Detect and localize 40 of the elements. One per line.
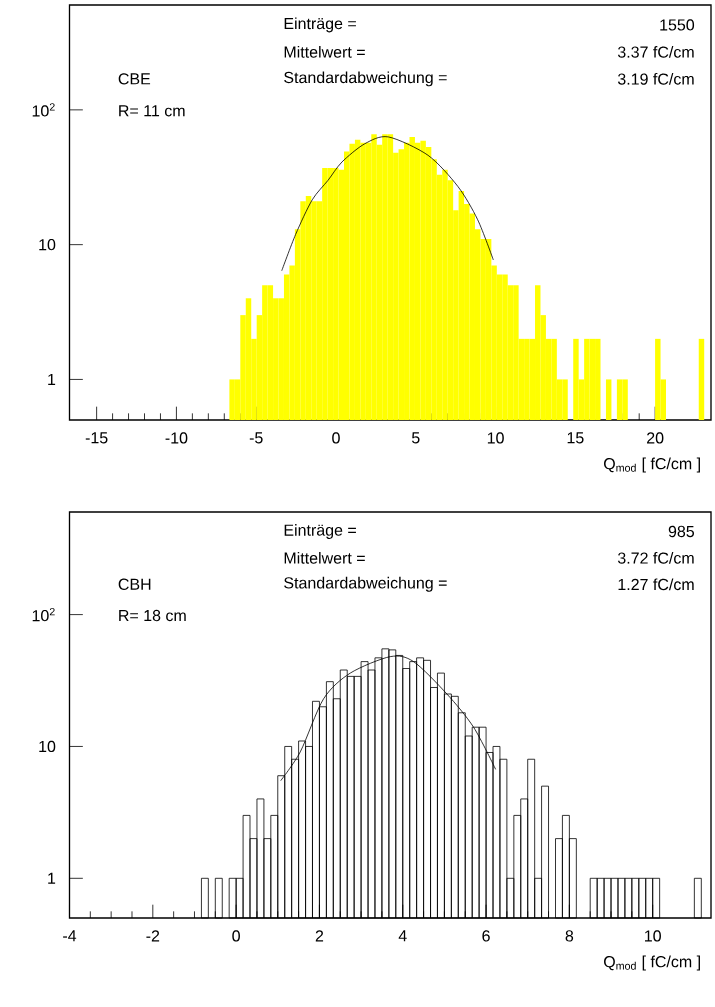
x-tick-label: 15 <box>567 432 584 444</box>
annotation: Einträge = <box>284 17 356 33</box>
y-tick-label: 10 <box>39 740 56 753</box>
y-tick-label: 1 <box>48 373 56 385</box>
annotation: CBE <box>118 73 151 85</box>
x-tick-label: 10 <box>487 432 504 444</box>
x-axis-title: Q$_{mod}$ [ fC/cm ] <box>604 457 700 473</box>
annotation: R= 18 cm <box>119 609 186 622</box>
x-tick-label: 5 <box>411 432 420 444</box>
x-tick-label: 4 <box>398 930 407 942</box>
annotation: R= 11 cm <box>119 105 185 117</box>
annotation: Standardabweichung = <box>284 576 447 592</box>
y-tick-label: 10 <box>39 238 56 251</box>
x-tick-label: -10 <box>165 432 188 444</box>
x-tick-label: 20 <box>647 432 664 444</box>
annotation: Standardabweichung = <box>284 71 447 87</box>
annotation: CBH <box>118 578 151 590</box>
y-tick-label: 1 <box>48 872 56 884</box>
y-tick-label: 10$^{2}$ <box>32 103 55 117</box>
x-axis-title: Q$_{mod}$ [ fC/cm ] <box>604 955 700 971</box>
annotation: 985 <box>668 525 695 538</box>
x-tick-label: -2 <box>146 930 160 942</box>
annotation: 3.19 fC/cm <box>617 72 694 85</box>
annotation: 1.27 fC/cm <box>618 578 694 591</box>
x-tick-label: 6 <box>482 930 490 942</box>
x-tick-label: 0 <box>232 930 240 942</box>
x-tick-label: -4 <box>63 930 77 942</box>
x-tick-label: -15 <box>85 432 108 444</box>
annotation: 1550 <box>660 19 695 31</box>
annotation: Mittelwert = <box>284 46 365 58</box>
annotation: Mittelwert = <box>284 552 365 564</box>
x-tick-label: 8 <box>565 930 574 942</box>
x-tick-label: 2 <box>315 930 324 942</box>
x-tick-label: -5 <box>249 432 263 444</box>
x-tick-label: 10 <box>645 930 661 942</box>
y-tick-label: 10$^{2}$ <box>32 607 55 622</box>
annotation: 3.72 fC/cm <box>617 552 694 564</box>
annotation: Einträge = <box>284 524 356 539</box>
x-tick-label: 0 <box>332 432 340 444</box>
annotation: 3.37 fC/cm <box>617 46 694 58</box>
